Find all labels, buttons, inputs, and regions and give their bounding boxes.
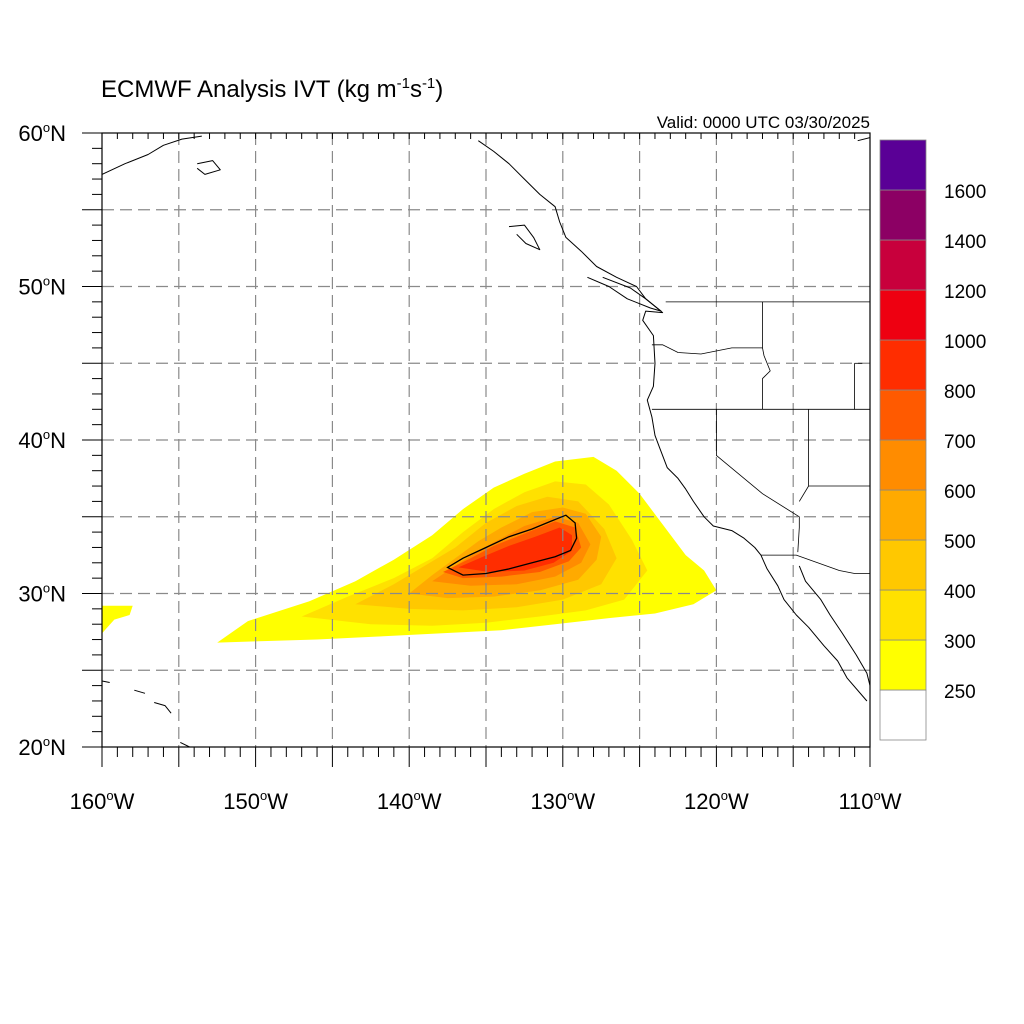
coastline (134, 689, 146, 694)
map-title: ECMWF Analysis IVT (kg m-1s-1) (101, 75, 443, 103)
colorbar-box (879, 389, 927, 441)
lon-tick-label: 160oW (70, 788, 135, 814)
ivt-contour-800 (446, 514, 578, 576)
border-line (651, 344, 763, 355)
latitude-labels: 20oN 30oN 40oN 50oN 60oN (18, 120, 66, 760)
colorbar-box (879, 689, 927, 741)
colorbar-labels: 250 300 400 500 600 700 800 1000 1200 1400 1600 (944, 182, 986, 703)
coastline (102, 135, 202, 175)
coastline (180, 741, 190, 747)
political-borders (393, 133, 870, 574)
lat-tick-label: 50oN (18, 274, 66, 300)
colorbar-label: 600 (944, 482, 976, 503)
colorbar-box (879, 189, 927, 241)
colorbar-box (879, 139, 927, 191)
colorbar-label: 500 (944, 532, 976, 553)
coastline (478, 140, 868, 702)
ivt-contour-line (446, 514, 578, 576)
colorbar-box (879, 639, 927, 691)
lon-tick-label: 150oW (223, 788, 288, 814)
colorbar-box (879, 339, 927, 391)
lon-tick-label: 120oW (684, 788, 749, 814)
colorbar-box (879, 489, 927, 541)
colorbar-label: 1400 (944, 232, 986, 253)
colorbar-box (879, 589, 927, 641)
colorbar-label: 400 (944, 582, 976, 603)
colorbar-boxes (879, 139, 927, 741)
colorbar-box (879, 439, 927, 491)
coastline (102, 680, 110, 683)
map-area: 160oW 150oW 140oW 130oW 120oW 110oW 20oN 30oN 4… (18, 120, 901, 814)
colorbar-label: 300 (944, 632, 976, 653)
coastline (196, 160, 221, 175)
colorbar-box (879, 239, 927, 291)
border-line (854, 363, 870, 410)
colorbar-label: 1000 (944, 332, 986, 353)
axis-ticks (82, 132, 871, 767)
colorbar-label: 700 (944, 432, 976, 453)
colorbar-box (879, 539, 927, 591)
colorbar-label: 1600 (944, 182, 986, 203)
colorbar-label: 800 (944, 382, 976, 403)
ivt-region-250-1 (102, 605, 133, 634)
coastline (587, 276, 662, 312)
lat-tick-label: 20oN (18, 734, 66, 760)
colorbar-label: 250 (944, 682, 976, 703)
longitude-labels: 160oW 150oW 140oW 130oW 120oW 110oW (70, 788, 902, 814)
lon-tick-label: 110oW (838, 788, 901, 814)
lat-lon-grid (102, 133, 870, 747)
lat-tick-label: 30oN (18, 581, 66, 607)
lat-tick-label: 40oN (18, 427, 66, 453)
colorbar-label: 1200 (944, 282, 986, 303)
border-line (716, 409, 800, 553)
lat-tick-label: 60oN (18, 120, 66, 146)
border-line (762, 301, 771, 410)
border-line (760, 554, 870, 574)
coastline (508, 224, 541, 251)
coastline (154, 702, 172, 714)
coastlines (102, 135, 870, 747)
lon-tick-label: 130oW (530, 788, 595, 814)
colorbar-legend: 250 300 400 500 600 700 800 1000 1200 1400 1600 (879, 139, 986, 741)
valid-time-label: Valid: 0000 UTC 03/30/2025 (657, 113, 870, 132)
coastline (798, 565, 870, 686)
ivt-region-800-7 (458, 527, 572, 572)
colorbar-box (879, 289, 927, 341)
lon-tick-label: 140oW (377, 788, 442, 814)
coastline (857, 137, 870, 142)
